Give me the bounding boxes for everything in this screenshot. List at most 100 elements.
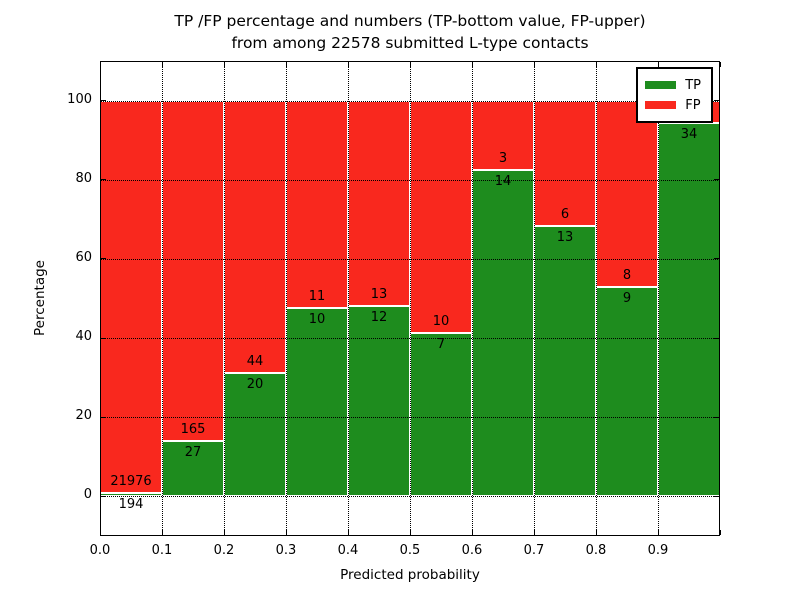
x-tick-bottom bbox=[719, 530, 721, 535]
top-spine bbox=[100, 61, 720, 62]
v-gridline bbox=[534, 61, 535, 536]
x-tick-label: 0.2 bbox=[213, 543, 235, 558]
x-tick-label: 0.0 bbox=[89, 543, 111, 558]
x-tick-bottom bbox=[99, 530, 101, 535]
y-tick-right bbox=[714, 179, 719, 181]
x-tick-bottom bbox=[409, 530, 411, 535]
fp-count-label: 6 bbox=[560, 206, 570, 222]
fp-bar-segment bbox=[162, 100, 224, 441]
tp-count-label: 10 bbox=[308, 311, 326, 327]
fp-count-label: 3 bbox=[498, 151, 508, 167]
fp-bar-segment bbox=[100, 100, 162, 493]
y-tick-left bbox=[101, 416, 106, 418]
x-tick-label: 0.4 bbox=[337, 543, 359, 558]
v-gridline bbox=[596, 61, 597, 536]
chart-title-line1: TP /FP percentage and numbers (TP-bottom… bbox=[174, 12, 646, 30]
tp-count-label: 34 bbox=[680, 126, 698, 142]
y-tick-right bbox=[714, 337, 719, 339]
v-gridline bbox=[162, 61, 163, 536]
tp-count-label: 20 bbox=[246, 376, 264, 392]
v-gridline bbox=[224, 61, 225, 536]
fp-count-label: 8 bbox=[622, 267, 632, 283]
fp-bar-segment bbox=[348, 100, 410, 307]
legend: TP FP bbox=[636, 67, 713, 123]
fp-legend-label: FP bbox=[685, 97, 701, 113]
v-gridline bbox=[286, 61, 287, 536]
y-tick-label: 0 bbox=[83, 487, 92, 503]
tp-count-label: 7 bbox=[436, 337, 446, 353]
x-tick-label: 0.9 bbox=[647, 543, 669, 558]
tp-count-label: 14 bbox=[494, 174, 512, 190]
x-tick-top bbox=[99, 62, 101, 67]
tp-count-label: 9 bbox=[622, 290, 632, 306]
y-tick-label: 20 bbox=[75, 408, 92, 424]
y-tick-label: 100 bbox=[67, 91, 92, 107]
x-tick-label: 0.1 bbox=[151, 543, 173, 558]
x-axis-label: Predicted probability bbox=[340, 567, 480, 583]
x-tick-top bbox=[595, 62, 597, 67]
x-tick-bottom bbox=[223, 530, 225, 535]
fp-count-label: 10 bbox=[432, 314, 450, 330]
right-spine bbox=[719, 61, 720, 536]
left-spine bbox=[100, 61, 101, 536]
tp-count-label: 194 bbox=[118, 496, 144, 512]
y-tick-label: 40 bbox=[75, 329, 92, 345]
fp-count-label: 13 bbox=[370, 287, 388, 303]
y-tick-left bbox=[101, 100, 106, 102]
x-tick-top bbox=[409, 62, 411, 67]
tp-bar-segment bbox=[410, 333, 472, 497]
x-tick-label: 0.6 bbox=[461, 543, 483, 558]
tp-legend-label: TP bbox=[685, 77, 701, 93]
x-tick-bottom bbox=[533, 530, 535, 535]
x-tick-bottom bbox=[595, 530, 597, 535]
x-tick-label: 0.7 bbox=[523, 543, 545, 558]
tp-bar-segment bbox=[348, 306, 410, 497]
y-tick-left bbox=[101, 179, 106, 181]
x-tick-bottom bbox=[471, 530, 473, 535]
y-tick-right bbox=[714, 258, 719, 260]
x-tick-bottom bbox=[285, 530, 287, 535]
y-axis-label: Percentage bbox=[32, 260, 48, 336]
x-tick-top bbox=[471, 62, 473, 67]
x-tick-label: 0.5 bbox=[399, 543, 421, 558]
x-tick-top bbox=[533, 62, 535, 67]
tp-legend-swatch bbox=[645, 81, 677, 89]
fp-bar-segment bbox=[472, 100, 534, 171]
legend-entry-tp: TP bbox=[645, 75, 701, 95]
x-tick-bottom bbox=[347, 530, 349, 535]
fp-count-label: 165 bbox=[180, 421, 206, 437]
chart-title: TP /FP percentage and numbers (TP-bottom… bbox=[100, 10, 720, 54]
y-tick-right bbox=[714, 495, 719, 497]
fp-count-label: 44 bbox=[246, 353, 264, 369]
x-tick-label: 0.8 bbox=[585, 543, 607, 558]
x-tick-top bbox=[347, 62, 349, 67]
legend-entry-fp: FP bbox=[645, 95, 701, 115]
x-tick-bottom bbox=[657, 530, 659, 535]
tp-bar-segment bbox=[224, 372, 286, 497]
fp-count-label: 21976 bbox=[110, 473, 152, 489]
bottom-spine bbox=[100, 535, 720, 536]
tp-bar-segment bbox=[472, 170, 534, 497]
fp-bar-segment bbox=[224, 100, 286, 373]
tp-count-label: 12 bbox=[370, 310, 388, 326]
tp-bar-segment bbox=[286, 307, 348, 497]
plot-area: 21976 194 165 27 44 20 11 10 13 12 10 7 3 14 6 13 8 9 34 T… bbox=[99, 61, 721, 536]
tp-bar-segment bbox=[162, 440, 224, 497]
tp-bar-segment bbox=[596, 286, 658, 497]
tp-bar-segment bbox=[534, 225, 596, 497]
y-tick-right bbox=[714, 416, 719, 418]
fp-bar-segment bbox=[410, 100, 472, 334]
y-tick-label: 60 bbox=[75, 249, 92, 265]
y-tick-left bbox=[101, 258, 106, 260]
x-tick-top bbox=[657, 62, 659, 67]
x-tick-top bbox=[161, 62, 163, 67]
x-tick-top bbox=[223, 62, 225, 67]
y-tick-left bbox=[101, 337, 106, 339]
tp-count-label: 27 bbox=[184, 444, 202, 460]
tp-count-label: 13 bbox=[556, 229, 574, 245]
y-tick-left bbox=[101, 495, 106, 497]
v-gridline bbox=[472, 61, 473, 536]
x-tick-bottom bbox=[161, 530, 163, 535]
fp-count-label: 11 bbox=[308, 288, 326, 304]
